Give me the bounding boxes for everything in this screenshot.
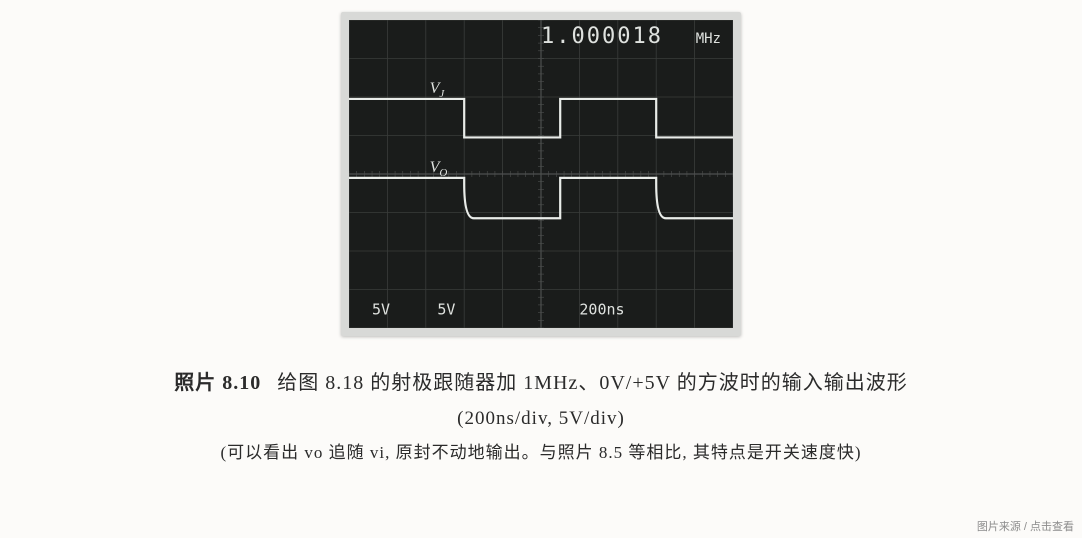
svg-text:MHz: MHz [696,31,721,47]
svg-text:5V: 5V [437,301,455,319]
oscilloscope-screen: VJVO1.000018MHz5V5V200ns [349,20,733,328]
oscilloscope-frame: VJVO1.000018MHz5V5V200ns [341,12,741,336]
svg-text:200ns: 200ns [579,301,624,319]
caption-line-1: 照片 8.10 给图 8.18 的射极跟随器加 1MHz、0V/+5V 的方波时… [31,364,1051,402]
source-note: 图片来源 / 点击查看 [977,518,1074,534]
caption-text-1: 给图 8.18 的射极跟随器加 1MHz、0V/+5V 的方波时的输入输出波形 [277,372,907,394]
caption-label: 照片 8.10 [174,372,261,394]
svg-text:5V: 5V [372,301,390,319]
oscilloscope-plot: VJVO1.000018MHz5V5V200ns [349,20,733,328]
caption-line-2: (200ns/div, 5V/div) [31,402,1051,436]
caption-line-3: (可以看出 vo 追随 vi, 原封不动地输出。与照片 8.5 等相比, 其特点… [31,436,1051,470]
figure-caption: 照片 8.10 给图 8.18 的射极跟随器加 1MHz、0V/+5V 的方波时… [31,364,1051,470]
svg-text:1.000018: 1.000018 [541,24,663,49]
